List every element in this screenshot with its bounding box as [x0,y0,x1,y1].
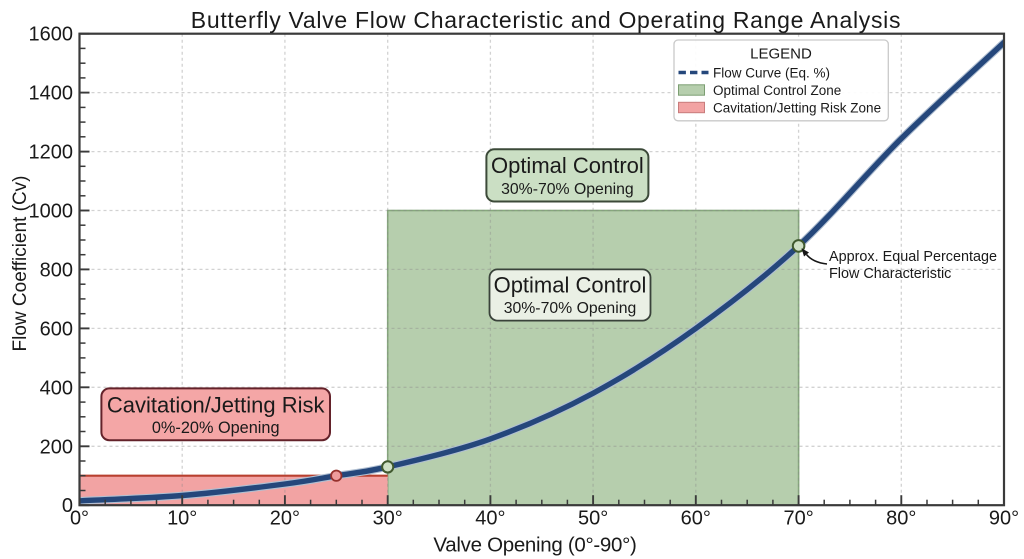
svg-text:Cavitation/Jetting Risk: Cavitation/Jetting Risk [107,393,326,418]
svg-text:1200: 1200 [29,142,74,164]
svg-text:30°: 30° [373,508,403,530]
svg-text:30%-70% Opening: 30%-70% Opening [501,181,634,198]
svg-text:1600: 1600 [29,24,74,46]
svg-text:LEGEND: LEGEND [750,46,812,63]
svg-text:80°: 80° [886,508,916,530]
svg-text:600: 600 [40,318,73,340]
svg-text:800: 800 [40,259,73,281]
svg-text:70°: 70° [783,508,813,530]
svg-text:Optimal Control Zone: Optimal Control Zone [713,83,841,98]
svg-text:50°: 50° [578,508,608,530]
svg-text:Approx. Equal Percentage: Approx. Equal Percentage [829,249,997,265]
svg-text:1400: 1400 [29,83,74,105]
svg-text:200: 200 [40,436,73,458]
svg-text:20°: 20° [270,508,300,530]
svg-text:Flow Characteristic: Flow Characteristic [829,266,951,282]
svg-text:0%-20% Opening: 0%-20% Opening [152,419,280,437]
svg-text:Cavitation/Jetting Risk Zone: Cavitation/Jetting Risk Zone [713,101,881,116]
svg-text:1000: 1000 [29,201,74,223]
svg-text:0: 0 [62,495,73,517]
svg-text:Butterfly Valve Flow Character: Butterfly Valve Flow Characteristic and … [191,7,901,33]
svg-text:Optimal Control: Optimal Control [491,153,644,178]
svg-text:10°: 10° [167,508,197,530]
svg-text:Flow Curve (Eq. %): Flow Curve (Eq. %) [713,66,830,81]
svg-text:0°: 0° [70,508,89,530]
svg-text:400: 400 [40,377,73,399]
svg-text:60°: 60° [681,508,711,530]
svg-text:Optimal Control: Optimal Control [494,273,647,298]
svg-text:90°: 90° [989,508,1019,530]
svg-text:Flow Coefficient (Cv): Flow Coefficient (Cv) [10,176,31,352]
svg-text:30%-70% Opening: 30%-70% Opening [504,300,637,317]
svg-text:40°: 40° [475,508,505,530]
svg-text:Valve Opening (0°-90°): Valve Opening (0°-90°) [433,534,636,557]
